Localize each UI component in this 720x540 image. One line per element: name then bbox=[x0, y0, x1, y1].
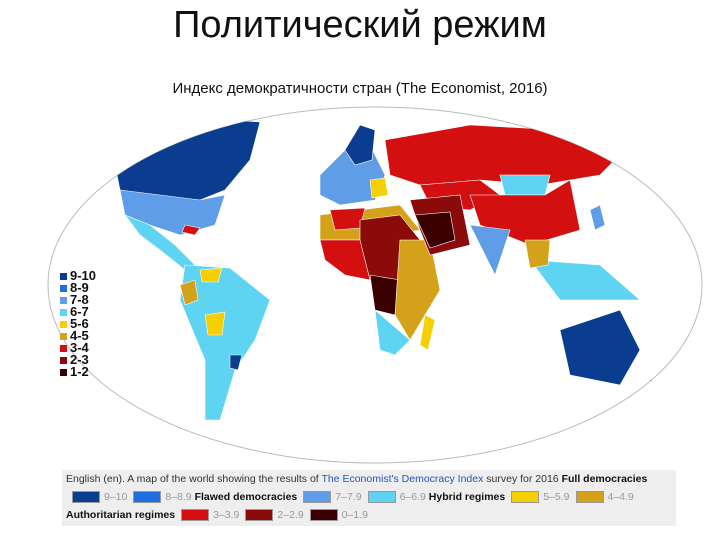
legend-label: 7-8 bbox=[70, 292, 89, 307]
legend-swatch bbox=[60, 368, 67, 376]
caption-swatch bbox=[309, 509, 338, 522]
legend-label: 1-2 bbox=[70, 364, 89, 379]
caption-range: 3–3.9 bbox=[213, 509, 240, 521]
caption-swatch bbox=[181, 509, 210, 522]
caption-intro: English (en). A map of the world showing… bbox=[66, 473, 322, 485]
caption-range: 4–4.9 bbox=[607, 491, 634, 503]
title: Политический режим bbox=[173, 4, 547, 46]
caption: English (en). A map of the world showing… bbox=[62, 470, 676, 526]
legend-label: 5-6 bbox=[70, 316, 89, 331]
group-name: Authoritarian regimes bbox=[66, 509, 176, 521]
legend-label: 4-5 bbox=[70, 328, 89, 343]
legend-row: 9-10 bbox=[60, 268, 97, 283]
legend-row: 8-9 bbox=[60, 280, 96, 295]
legend-swatch bbox=[60, 284, 67, 292]
legend-row: 7-8 bbox=[60, 292, 96, 307]
caption-swatch bbox=[72, 491, 100, 504]
legend-row: 5-6 bbox=[60, 316, 96, 331]
countries bbox=[114, 117, 663, 421]
world-map bbox=[47, 106, 703, 464]
legend-swatch bbox=[60, 356, 67, 364]
legend-row: 1-2 bbox=[60, 364, 96, 379]
caption-swatch bbox=[303, 491, 332, 504]
caption-text: survey for 2016 bbox=[483, 473, 562, 485]
caption-range: 0–1.9 bbox=[341, 509, 368, 521]
legend-row: 2-3 bbox=[60, 352, 96, 367]
caption-swatch bbox=[575, 491, 604, 504]
caption-swatch bbox=[511, 491, 540, 504]
caption-range: 8–8.9 bbox=[165, 491, 192, 503]
caption-range: 9–10 bbox=[104, 491, 128, 503]
legend-label: 2-3 bbox=[70, 352, 89, 367]
legend-label: 3-4 bbox=[70, 340, 89, 355]
caption-swatch bbox=[133, 491, 162, 504]
group-name: Full democracies bbox=[561, 473, 648, 485]
caption-swatch bbox=[367, 491, 396, 504]
legend-swatch bbox=[60, 320, 67, 328]
caption-range: 2–2.9 bbox=[277, 509, 304, 521]
legend-swatch bbox=[60, 344, 67, 352]
legend-label: 8-9 bbox=[70, 280, 89, 295]
legend-swatch bbox=[60, 332, 67, 340]
legend-label: 6-7 bbox=[70, 304, 89, 319]
legend-swatch bbox=[60, 272, 67, 280]
caption-range: 6–6.9 bbox=[399, 491, 426, 503]
caption-link: The Economist's Democracy Index bbox=[321, 473, 484, 485]
legend-row: 6-7 bbox=[60, 304, 96, 319]
group-name: Hybrid regimes bbox=[428, 491, 506, 503]
legend-row: 4-5 bbox=[60, 328, 96, 343]
subtitle: Индекс демократичности стран (The Econom… bbox=[172, 80, 548, 97]
caption-range: 5–5.9 bbox=[543, 491, 570, 503]
legend: 9-10 8-9 7-8 6-7 5-6 4-5 3-4 2-3 1-2 bbox=[60, 268, 97, 379]
legend-label: 9-10 bbox=[70, 268, 97, 283]
group-name: Flawed democracies bbox=[194, 491, 298, 503]
caption-range: 7–7.9 bbox=[335, 491, 362, 503]
legend-swatch bbox=[60, 296, 67, 304]
caption-swatch bbox=[245, 509, 274, 522]
legend-swatch bbox=[60, 308, 67, 316]
legend-row: 3-4 bbox=[60, 340, 96, 355]
